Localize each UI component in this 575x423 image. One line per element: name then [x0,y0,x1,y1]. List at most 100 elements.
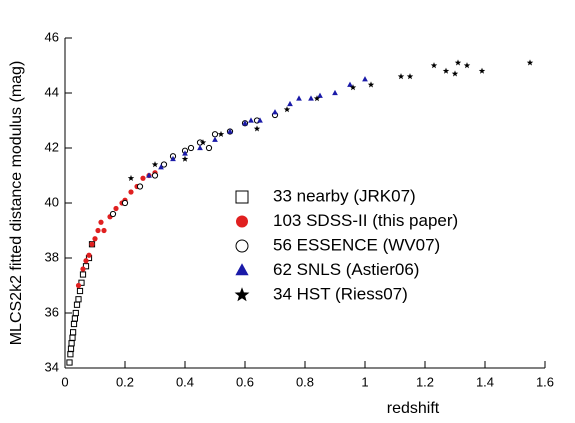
x-tick-label: 0.2 [116,374,134,389]
data-point [67,351,74,358]
y-tick-label: 38 [45,249,59,264]
y-axis-label: MLCS2k2 fitted distance modulus (mag) [8,61,25,346]
data-point [362,76,368,82]
data-point [181,155,189,162]
x-tick-label: 0.4 [176,374,194,389]
data-point [78,279,85,286]
data-point [463,62,471,69]
data-point [248,117,254,123]
data-point [199,139,207,146]
data-point [308,95,314,101]
legend-label: 103 SDSS-II (this paper) [273,211,458,230]
y-tick-label: 42 [45,139,59,154]
data-point [68,340,75,347]
legend-marker [235,263,249,276]
data-point [82,263,90,270]
data-point [187,144,195,152]
data-point [406,73,414,80]
data-point [332,89,338,96]
legend-label: 34 HST (Riess07) [273,284,408,303]
data-point [67,345,75,352]
data-point [313,95,321,102]
data-point [113,205,119,212]
data-point [73,301,81,308]
data-point [430,62,438,69]
data-point [451,70,459,77]
x-tick-label: 1.6 [536,374,554,389]
legend-label: 62 SNLS (Astier06) [273,260,419,279]
data-point [121,199,129,207]
x-tick-label: 1.2 [416,374,434,389]
data-point [217,130,225,137]
data-point [272,109,278,115]
data-point [128,189,134,195]
y-tick-label: 34 [45,359,59,374]
x-axis-label: redshift [387,400,440,417]
y-tick-label: 40 [45,194,59,209]
data-point [151,172,159,179]
data-point [151,161,159,168]
data-point [242,120,248,126]
data-point [92,236,98,242]
data-point [257,117,263,123]
data-point [98,219,104,225]
data-point [86,252,92,258]
data-point [127,174,135,181]
y-tick-label: 46 [45,29,59,44]
y-tick-label: 36 [45,304,59,319]
data-point [182,150,188,156]
data-point [287,100,293,107]
y-tick-label: 44 [45,84,59,99]
data-point [80,266,86,272]
data-point [205,144,213,152]
data-point [317,92,323,98]
data-point [253,125,261,132]
data-point [526,59,534,66]
data-point [75,296,82,303]
data-point [442,67,450,74]
data-point [146,172,152,178]
legend-label: 33 nearby (JRK07) [273,186,416,205]
data-point [79,271,87,278]
data-point [140,175,146,181]
data-point [158,164,164,170]
x-tick-label: 0 [61,374,68,389]
data-point [83,258,89,264]
data-point [367,81,375,88]
data-point [349,84,357,91]
data-point [70,320,78,328]
data-point [454,59,462,66]
data-point [170,155,176,162]
x-tick-label: 0.8 [296,374,314,389]
data-point [296,95,302,101]
data-point [70,329,77,336]
data-point [397,73,405,80]
x-tick-label: 0.6 [236,374,254,389]
data-point [71,315,79,322]
data-point [478,67,486,74]
data-point [76,287,84,295]
legend-marker [234,287,250,302]
data-point [72,309,79,317]
data-point [136,183,144,190]
data-point [160,161,168,168]
legend-marker [236,215,248,228]
data-point [89,241,95,247]
legend-marker [235,239,249,253]
data-point [197,144,203,151]
data-point [66,359,73,366]
data-point [75,282,82,289]
x-tick-label: 1 [361,374,368,389]
data-point [227,128,233,134]
data-point [347,81,353,87]
data-point [69,334,76,341]
legend-label: 56 ESSENCE (WV07) [273,235,440,254]
data-point [101,227,107,234]
x-tick-label: 1.4 [476,374,494,389]
data-point [283,106,291,113]
data-point [95,227,101,234]
data-point [211,131,219,138]
data-point [109,210,117,218]
